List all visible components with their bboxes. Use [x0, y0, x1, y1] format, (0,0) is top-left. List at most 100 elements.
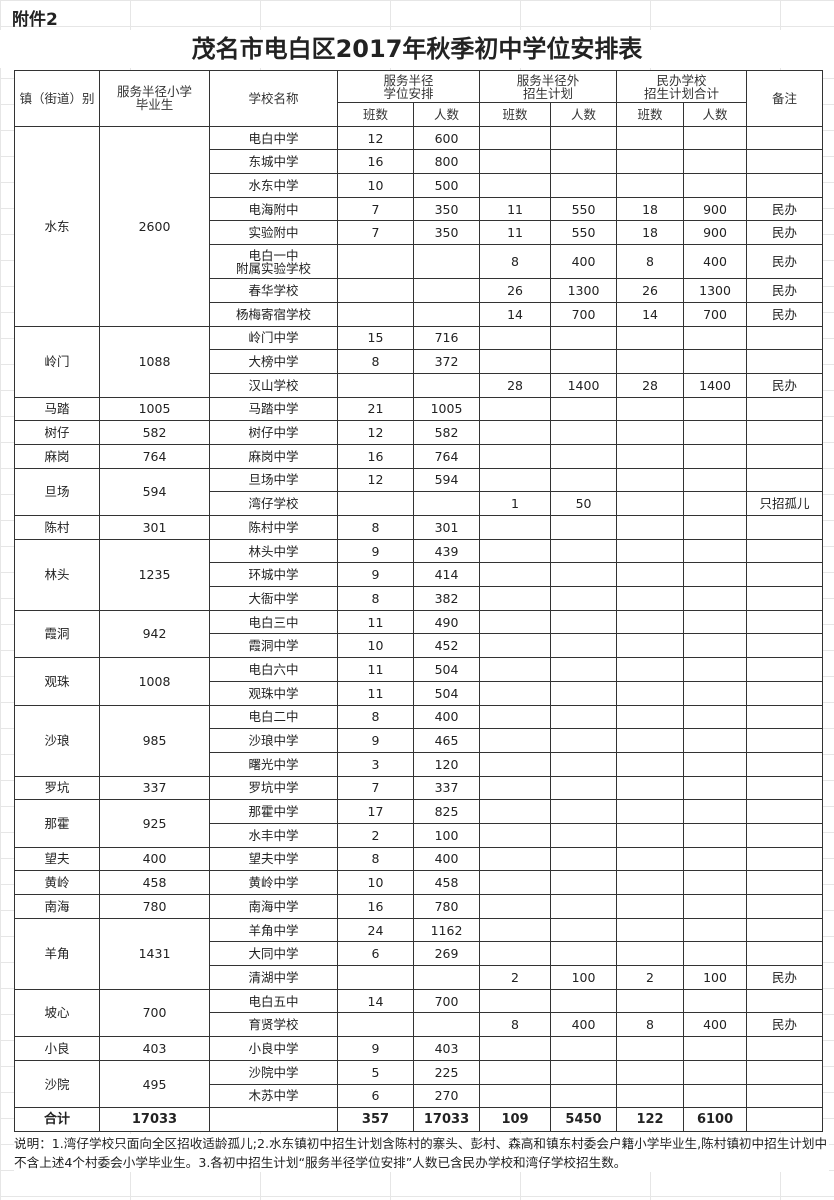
table-row: 环城中学 9 414	[15, 562, 824, 588]
in-radius-classes: 8	[337, 704, 414, 730]
table-row: 黄岭 458 黄岭中学 10 458	[14, 870, 824, 895]
private-people	[683, 491, 748, 516]
private-classes	[616, 562, 685, 588]
in-radius-classes	[337, 491, 414, 516]
in-radius-people: 700	[412, 988, 481, 1014]
graduates-count: 495	[99, 1059, 210, 1109]
in-radius-people: 301	[412, 515, 481, 540]
in-radius-classes	[337, 301, 414, 327]
out-radius-classes: 11	[479, 196, 552, 222]
note	[746, 1083, 824, 1109]
in-radius-people: 594	[412, 467, 481, 493]
out-radius-people	[550, 1036, 618, 1061]
table-row: 木苏中学 6 270	[15, 1083, 824, 1109]
graduates-count: 1005	[99, 396, 210, 422]
school-name: 黄岭中学	[209, 870, 338, 895]
out-radius-classes: 28	[479, 372, 552, 398]
school-name: 电白一中 附属实验学校	[209, 244, 338, 280]
out-radius-people: 1400	[550, 372, 618, 398]
out-radius-classes	[479, 149, 552, 175]
in-radius-people	[412, 301, 481, 327]
private-classes	[616, 846, 685, 872]
private-people	[683, 988, 748, 1014]
table-row: 观珠 1008 电白六中 11 504	[14, 657, 824, 706]
table-row: 麻岗 764 麻岗中学 16 764	[14, 443, 824, 469]
out-radius-classes	[479, 396, 552, 422]
out-radius-people: 100	[550, 965, 618, 990]
private-people	[683, 728, 748, 753]
private-people: 900	[683, 196, 748, 222]
school-name: 汉山学校	[209, 372, 338, 398]
town-name: 望夫	[14, 846, 100, 872]
footnote: 说明：1.湾仔学校只面向全区招收适龄孤儿;2.水东镇初中招生计划含陈村的寨头、彭…	[14, 1134, 829, 1172]
out-radius-people	[550, 443, 618, 469]
private-classes	[616, 1083, 685, 1109]
in-radius-people: 465	[412, 728, 481, 753]
in-radius-people: 504	[412, 680, 481, 706]
private-people	[683, 894, 748, 919]
table-row: 水东 2600 电白中学 12 600	[14, 125, 824, 327]
total-row: 合计 17033 357 17033 109 5450 122 6100	[14, 1107, 824, 1132]
out-radius-people	[550, 173, 618, 198]
school-name: 东城中学	[209, 149, 338, 175]
table-row: 大榜中学 8 372	[15, 349, 824, 374]
note	[746, 420, 824, 445]
private-classes: 18	[616, 220, 685, 246]
graduates-count: 764	[99, 443, 210, 469]
out-radius-classes	[479, 562, 552, 588]
school-name: 麻岗中学	[209, 443, 338, 469]
private-people	[683, 609, 748, 635]
note: 民办	[746, 965, 824, 990]
total-cell: 6100	[683, 1107, 748, 1132]
in-radius-classes: 24	[337, 917, 414, 943]
out-radius-people	[550, 515, 618, 540]
school-name: 旦场中学	[209, 467, 338, 493]
in-radius-people: 350	[412, 220, 481, 246]
town-name: 马踏	[14, 396, 100, 422]
graduates-count: 2600	[99, 125, 210, 327]
in-radius-people: 270	[412, 1083, 481, 1109]
town-name: 那霍	[14, 799, 100, 848]
school-name: 电海附中	[209, 196, 338, 222]
school-name: 育贤学校	[209, 1012, 338, 1038]
note	[746, 1036, 824, 1061]
private-people	[683, 443, 748, 469]
total-cell: 357	[337, 1107, 414, 1132]
out-radius-classes: 8	[479, 244, 552, 280]
out-radius-people	[550, 941, 618, 967]
in-radius-classes: 11	[337, 609, 414, 635]
in-radius-classes: 21	[337, 396, 414, 422]
school-name: 电白中学	[209, 125, 338, 151]
private-classes	[616, 728, 685, 753]
private-people	[683, 704, 748, 730]
private-people	[683, 1083, 748, 1109]
table-row: 杨梅寄宿学校 14 700 14 700 民办	[15, 301, 824, 327]
town-name: 林头	[14, 538, 100, 611]
note	[746, 349, 824, 374]
header-people: 人数	[683, 102, 748, 127]
total-cell	[746, 1107, 824, 1132]
school-name: 霞洞中学	[209, 633, 338, 659]
in-radius-classes	[337, 965, 414, 990]
table-row: 水丰中学 2 100	[15, 822, 824, 848]
out-radius-classes	[479, 941, 552, 967]
in-radius-classes: 16	[337, 149, 414, 175]
out-radius-classes: 14	[479, 301, 552, 327]
graduates-count: 1235	[99, 538, 210, 611]
in-radius-people: 337	[412, 775, 481, 801]
school-name: 岭门中学	[209, 325, 338, 351]
table-row: 岭门 1088 岭门中学 15 716	[14, 325, 824, 398]
out-radius-people: 1300	[550, 278, 618, 303]
graduates-count: 942	[99, 609, 210, 659]
school-name: 清湖中学	[209, 965, 338, 990]
private-people	[683, 751, 748, 777]
town-name: 小良	[14, 1036, 100, 1061]
private-people: 700	[683, 301, 748, 327]
private-people	[683, 799, 748, 824]
town-name: 水东	[14, 125, 100, 327]
note	[746, 822, 824, 848]
in-radius-people: 780	[412, 894, 481, 919]
school-name: 湾仔学校	[209, 491, 338, 516]
table-body: 水东 2600 电白中学 12 600 东城中学 16 800 水东中学 10 500 电海附中 7 35…	[14, 125, 824, 1132]
table-row: 汉山学校 28 1400 28 1400 民办	[15, 372, 824, 398]
